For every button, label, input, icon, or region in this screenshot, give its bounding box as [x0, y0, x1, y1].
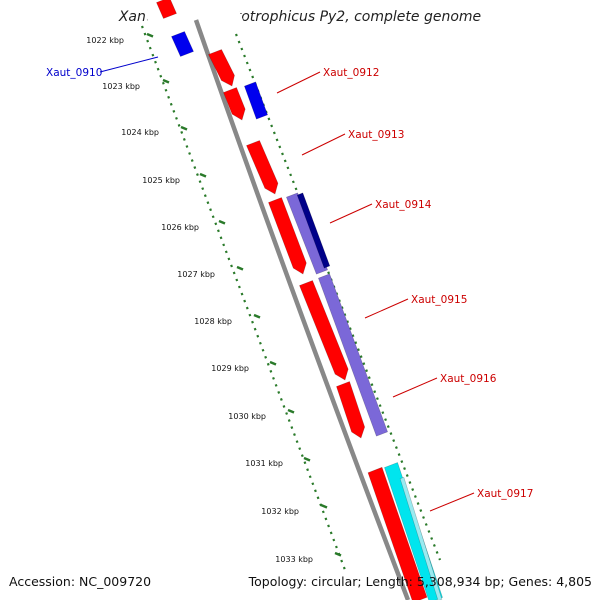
tick-label: 1026 kbp: [161, 223, 199, 232]
tick-label: 1025 kbp: [142, 176, 180, 185]
major-tick: [146, 32, 154, 38]
tick-label: 1028 kbp: [194, 317, 232, 326]
tick-label: 1030 kbp: [228, 412, 266, 421]
gene-feature[interactable]: [367, 466, 428, 600]
label-leader-line: [276, 71, 321, 94]
gene-feature[interactable]: [299, 280, 349, 381]
label-leaders: [99, 56, 475, 512]
gene-feature[interactable]: [244, 81, 268, 120]
gene-feature[interactable]: [318, 273, 388, 437]
label-leader-line: [329, 203, 373, 224]
gene-features: [156, 0, 443, 600]
label-leader-line: [364, 298, 409, 319]
gene-label[interactable]: Xaut_0917: [477, 488, 533, 500]
gene-label[interactable]: Xaut_0915: [411, 294, 467, 306]
gene-xaut-0910-feature[interactable]: [171, 31, 194, 57]
label-leader-line: [301, 133, 346, 156]
major-tick: [334, 551, 342, 557]
scale-ticks: 1022 kbp 1023 kbp 1024 kbp 1025 kbp 1026 kbp…: [86, 32, 342, 564]
major-tick: [320, 503, 328, 509]
gene-feature[interactable]: [296, 192, 331, 269]
major-tick: [199, 172, 207, 178]
tick-label: 1027 kbp: [177, 270, 215, 279]
major-tick: [269, 360, 277, 366]
major-tick: [180, 125, 188, 131]
gene-feature[interactable]: [336, 381, 366, 439]
tick-label: 1029 kbp: [211, 364, 249, 373]
major-tick: [253, 313, 261, 319]
major-tick: [218, 219, 226, 225]
tick-label: 1024 kbp: [121, 128, 159, 137]
major-tick: [162, 78, 170, 84]
gene-label[interactable]: Xaut_0913: [348, 129, 404, 141]
major-tick: [236, 265, 244, 271]
topology: Topology: circular; Length: 5,308,934 bp…: [248, 574, 592, 589]
gene-feature[interactable]: [208, 49, 235, 87]
gene-labels: Xaut_0910 Xaut_0912 Xaut_0913 Xaut_0914 Xaut…: [46, 67, 533, 500]
gene-label[interactable]: Xaut_0916: [440, 373, 497, 385]
gene-feature[interactable]: [399, 476, 443, 600]
gene-feature[interactable]: [268, 197, 307, 275]
label-leader-line: [99, 56, 159, 73]
gene-feature[interactable]: [246, 140, 279, 195]
gene-label[interactable]: Xaut_0912: [323, 67, 379, 79]
gene-label[interactable]: Xaut_0910: [46, 67, 102, 79]
major-tick: [287, 408, 295, 414]
tick-label: 1023 kbp: [102, 82, 140, 91]
tick-label: 1032 kbp: [261, 507, 299, 516]
tick-label: 1031 kbp: [245, 459, 283, 468]
accession: Accession: NC_009720: [9, 574, 152, 589]
gene-label[interactable]: Xaut_0914: [375, 199, 432, 211]
gene-feature[interactable]: [223, 87, 246, 121]
tick-label: 1033 kbp: [275, 555, 313, 564]
tick-label: 1022 kbp: [86, 36, 124, 45]
label-leader-line: [392, 377, 438, 398]
backbone: [193, 19, 411, 600]
major-tick: [303, 456, 311, 462]
gene-feature[interactable]: [156, 0, 177, 19]
label-leader-line: [429, 492, 475, 512]
